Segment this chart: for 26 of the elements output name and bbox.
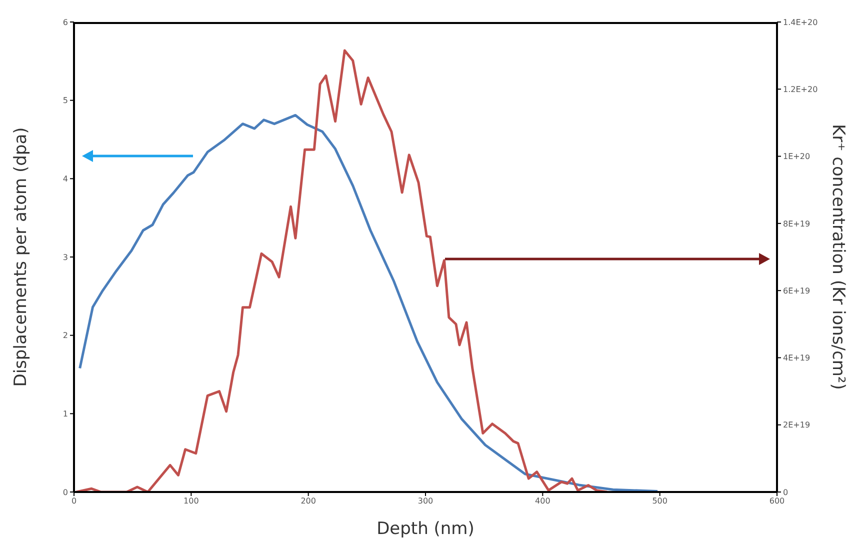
y-tick-label: 6 (62, 18, 68, 27)
y2-axis-title: Kr⁺ concentration (Kr ions/cm²) (828, 124, 848, 390)
x-tick-label: 400 (535, 496, 550, 506)
y-axis-title: Displacements per atom (dpa) (11, 127, 32, 387)
y2-tick-label: 1E+20 (783, 152, 810, 162)
y-tick-label: 0 (62, 488, 68, 497)
y2-tick-label: 4E+19 (783, 354, 810, 363)
x-tick-label: 300 (418, 496, 434, 506)
y2-tick-label: 1.2E+20 (783, 84, 818, 94)
y-tick-label: 5 (62, 96, 68, 106)
line-series (78, 114, 659, 492)
y-tick-label: 1 (62, 410, 68, 419)
x-axis-title: Depth (nm) (376, 519, 474, 539)
y-tick-label: 4 (62, 174, 68, 184)
x-tick-label: 500 (652, 496, 668, 506)
y2-tick-label: 1.4E+20 (783, 18, 818, 27)
y2-tick-label: 8E+19 (783, 219, 810, 228)
y2-tick-label: 0 (783, 488, 788, 497)
y-tick-label: 2 (62, 331, 68, 340)
y-tick-label: 3 (62, 252, 68, 262)
y2-tick-label: 2E+19 (783, 420, 810, 430)
y2-tick-label: 6E+19 (783, 286, 810, 296)
x-tick-label: 100 (184, 496, 199, 506)
x-tick-label: 600 (769, 496, 785, 506)
x-tick-label: 0 (71, 496, 77, 506)
x-tick-label: 200 (300, 496, 316, 506)
